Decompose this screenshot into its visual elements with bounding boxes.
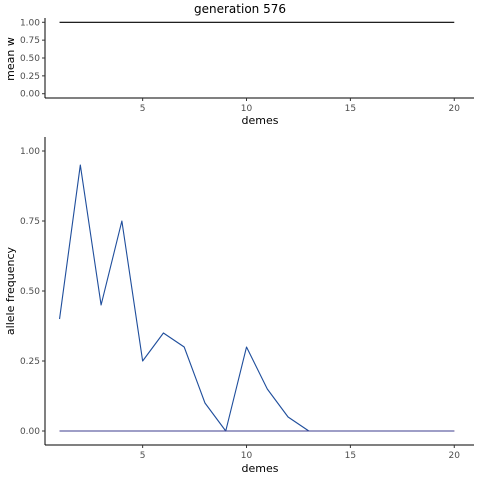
mean-w-y-tick-label: 0.25	[20, 72, 40, 82]
mean-w-y-tick-label: 0.00	[20, 90, 40, 100]
mean-w-panel: generation 576 mean w demes 0.00 0.25 0.50…	[4, 2, 474, 127]
allele-frequency-series	[58, 164, 455, 432]
mean-w-y-tick-label: 0.75	[20, 36, 40, 46]
allele-frequency-y-axis-title: allele frequency	[4, 246, 17, 335]
allele-frequency-x-tick-label: 10	[241, 451, 253, 461]
mean-w-x-tick-label: 5	[140, 104, 146, 114]
mean-w-x-tick-label: 20	[449, 104, 461, 114]
allele-frequency-series-line-1	[58, 164, 455, 432]
allele-frequency-x-axis-title: demes	[242, 462, 279, 475]
allele-frequency-y-tick-label: 0.50	[20, 287, 40, 297]
allele-frequency-y-tick-label: 1.00	[20, 147, 40, 157]
plot-title: generation 576	[194, 2, 286, 16]
allele-frequency-x-tick-label: 5	[140, 451, 146, 461]
mean-w-y-axis-title: mean w	[4, 37, 17, 81]
allele-frequency-x-tick-label: 15	[345, 451, 356, 461]
mean-w-x-tick-label: 10	[241, 104, 253, 114]
allele-frequency-y-tick-label: 0.75	[20, 217, 40, 227]
allele-frequency-y-tick-label: 0.25	[20, 357, 40, 367]
mean-w-axes: 0.00 0.25 0.50 0.75 1.00 5 10 15 20	[20, 18, 474, 114]
allele-frequency-panel: allele frequency demes 0.00 0.25 0.50 0.75 1…	[4, 137, 474, 475]
allele-frequency-axes: 0.00 0.25 0.50 0.75 1.00 5 10 15 20	[20, 137, 474, 461]
mean-w-x-tick-label: 15	[345, 104, 356, 114]
mean-w-x-axis-title: demes	[242, 114, 279, 127]
allele-frequency-y-tick-label: 0.00	[20, 427, 40, 437]
allele-frequency-x-tick-label: 20	[449, 451, 461, 461]
mean-w-y-tick-label: 1.00	[20, 18, 40, 28]
mean-w-y-tick-label: 0.50	[20, 54, 40, 64]
